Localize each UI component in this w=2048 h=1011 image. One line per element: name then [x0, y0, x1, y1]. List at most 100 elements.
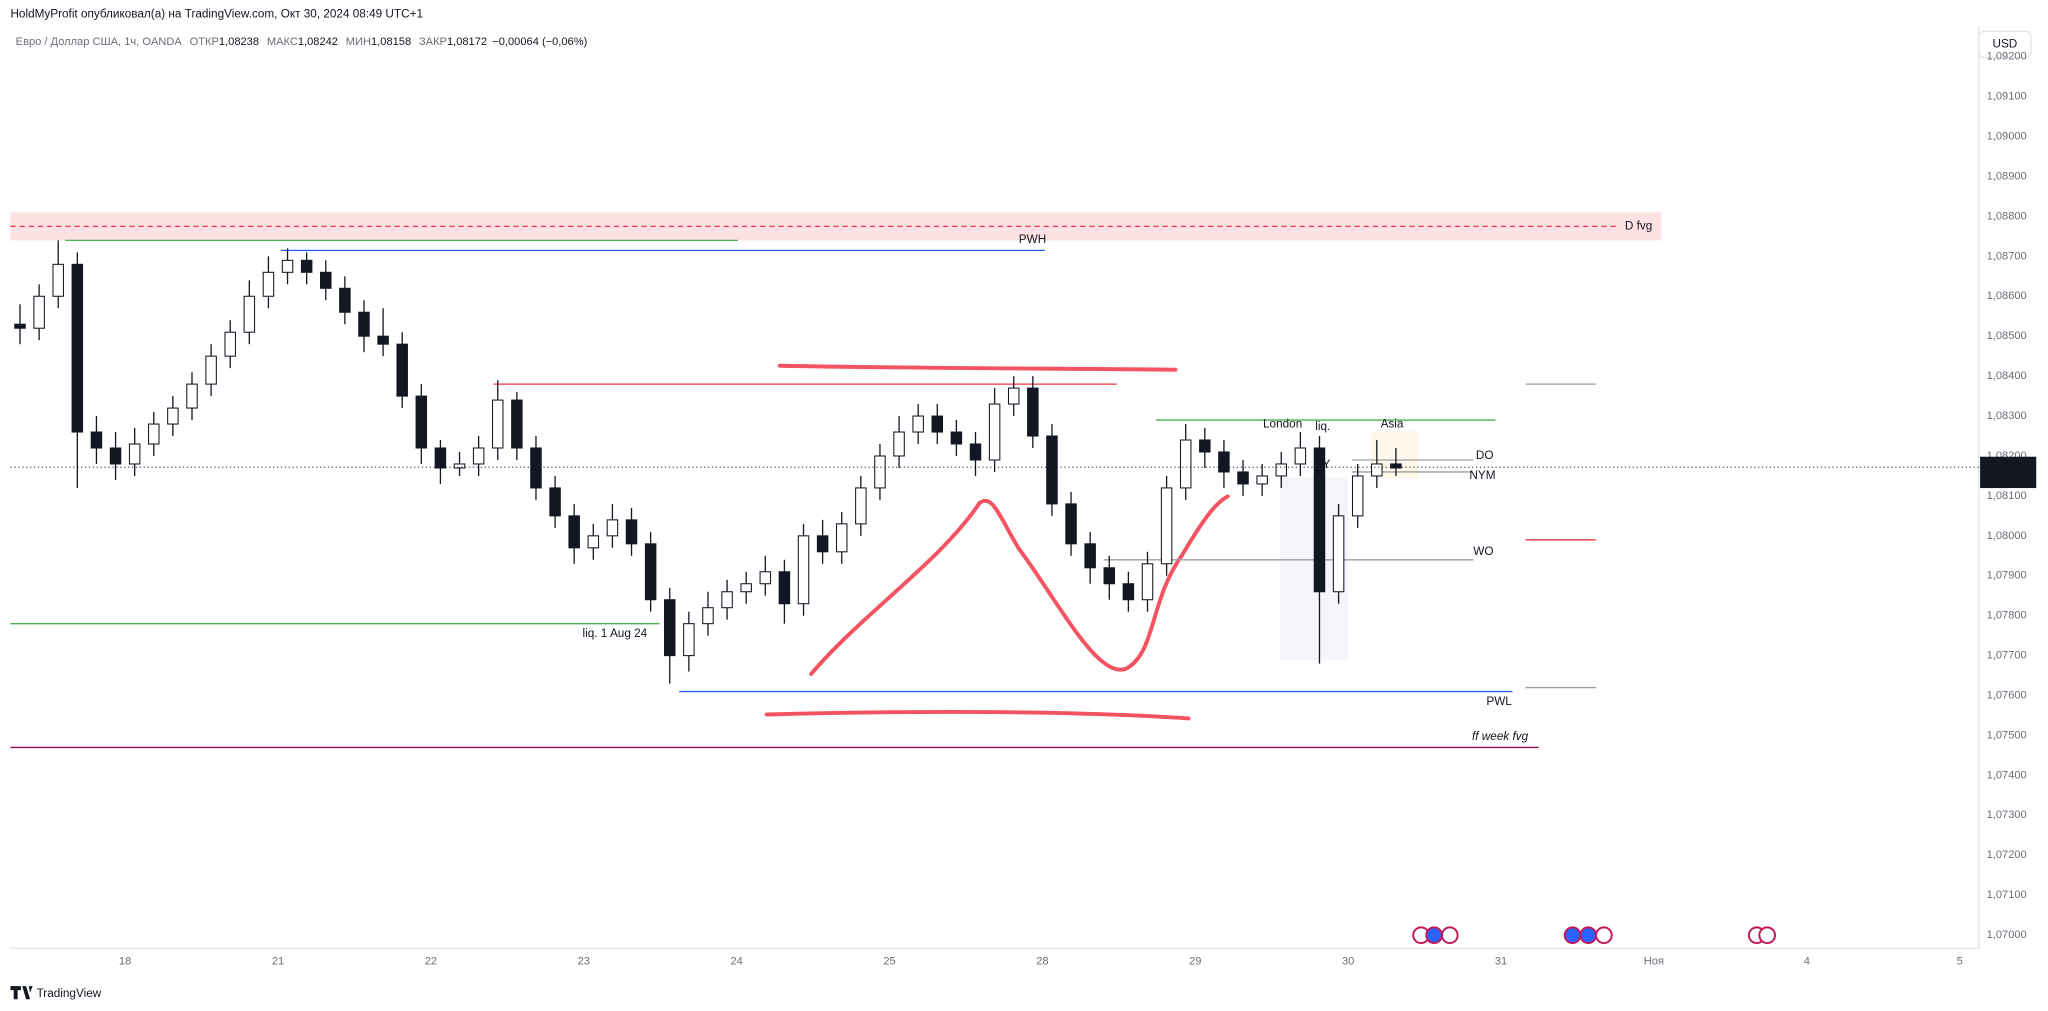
y-tick-label: 1,08700	[1987, 250, 2027, 262]
symbol: Евро / Доллар США, 1ч, OANDA	[16, 36, 183, 48]
candle-body	[511, 399, 523, 449]
candle-body	[377, 335, 389, 345]
y-tick-label: 1,08300	[1987, 410, 2027, 422]
candle-body	[281, 259, 294, 273]
y-tick-label: 1,09000	[1987, 131, 2027, 143]
candle-body	[453, 463, 466, 469]
candle-body	[759, 571, 772, 585]
y-tick-label: 1,07600	[1987, 689, 2027, 701]
candle-body	[549, 487, 561, 517]
candle-body	[434, 447, 447, 469]
candle-body	[52, 263, 64, 297]
y-tick-label: 1,08800	[1987, 210, 2027, 222]
level-label: PWL	[1486, 695, 1512, 708]
candle-body	[33, 295, 45, 329]
y-tick-label: 1,07200	[1987, 849, 2027, 861]
y-tick-label: 1,07300	[1987, 809, 2027, 821]
level-label: PWH	[1019, 233, 1046, 246]
tv-logo	[10, 986, 33, 1000]
candle-body	[339, 287, 351, 313]
candle-body	[874, 455, 886, 489]
candle-body	[320, 271, 332, 289]
candle-body	[1313, 447, 1326, 593]
candle-body	[167, 407, 179, 425]
candle-body	[988, 403, 1001, 461]
candle-body	[1390, 463, 1402, 469]
candle-body	[90, 431, 103, 449]
x-tick-label: 25	[883, 955, 895, 967]
level-label: ff week fvg	[1472, 730, 1529, 743]
candle-body	[186, 383, 198, 409]
last-price-box	[1980, 456, 2037, 489]
candle-body	[740, 583, 752, 593]
x-tick-label: 18	[119, 955, 131, 967]
candle-body	[128, 443, 141, 465]
hand-drawing	[764, 363, 1230, 721]
y-tick-label: 1,07900	[1987, 570, 2027, 582]
legend-key: МАКС	[267, 36, 298, 48]
annotation: liq.	[1315, 420, 1330, 433]
candle-body	[1160, 487, 1173, 565]
candle-body	[1179, 439, 1192, 489]
x-tick-label: 5	[1957, 955, 1963, 967]
candle-body	[855, 487, 867, 525]
candle-body	[530, 447, 542, 489]
legend-value: 1,08238	[219, 36, 259, 48]
x-tick-label: 31	[1495, 955, 1507, 967]
legend-value: 1,08172	[447, 36, 487, 48]
x-tick-label: 4	[1804, 955, 1810, 967]
candle-body	[396, 343, 408, 397]
legend-key: ОТКР	[190, 36, 219, 48]
candle-body	[606, 519, 619, 537]
candle-body	[1199, 439, 1211, 453]
level-label: NYM	[1469, 469, 1495, 482]
zone-label: D fvg	[1625, 220, 1652, 233]
legend-key: ЗАКР	[419, 36, 447, 48]
legend-value: 1,08158	[371, 36, 411, 48]
candle-body	[472, 447, 485, 465]
candle-body	[14, 323, 26, 329]
candle-body	[1007, 387, 1020, 405]
y-tick-label: 1,07700	[1987, 650, 2027, 662]
legend-value: 1,08242	[298, 36, 338, 48]
candle-body	[568, 515, 580, 549]
candle-body	[931, 415, 944, 433]
candle-body	[1237, 471, 1249, 485]
y-tick-label: 1,07500	[1987, 729, 2027, 741]
candle-body	[224, 331, 236, 357]
currency-label[interactable]: USD	[1992, 38, 2017, 51]
x-tick-label: 30	[1342, 955, 1354, 967]
ohlc-legend: Евро / Доллар США, 1ч, OANDA ОТКР1,08238 М…	[16, 36, 588, 48]
annotation: Asia	[1381, 418, 1404, 431]
candle-body	[816, 535, 829, 553]
candle-body	[1275, 463, 1288, 477]
candle-body	[300, 259, 313, 273]
candle-body	[683, 623, 695, 657]
candle-body	[950, 431, 963, 445]
y-tick-label: 1,07800	[1987, 610, 2027, 622]
y-tick-label: 1,08500	[1987, 330, 2027, 342]
candle-body	[797, 535, 810, 605]
candle-body	[1351, 475, 1364, 517]
candle-body	[721, 591, 733, 609]
candle-body	[969, 443, 982, 461]
candle-body	[358, 311, 370, 337]
y-tick-label: 1,07400	[1987, 769, 2027, 781]
candle-body	[778, 571, 791, 605]
candle-body	[663, 599, 676, 657]
candle-body	[625, 519, 638, 545]
candle-body	[243, 295, 256, 333]
candle-body	[109, 447, 122, 465]
y-tick-label: 1,08000	[1987, 530, 2027, 542]
y-tick-label: 1,08400	[1987, 370, 2027, 382]
y-tick-label: 1,09200	[1987, 51, 2027, 63]
candle-body	[644, 543, 657, 601]
candle-body	[1027, 387, 1039, 437]
candle-body	[835, 523, 848, 553]
y-tick-label: 1,08100	[1987, 490, 2027, 502]
y-tick-label: 1,08600	[1987, 290, 2027, 302]
event-icons	[1412, 926, 1776, 945]
x-tick-label: 22	[425, 955, 437, 967]
candle-body	[205, 355, 217, 385]
